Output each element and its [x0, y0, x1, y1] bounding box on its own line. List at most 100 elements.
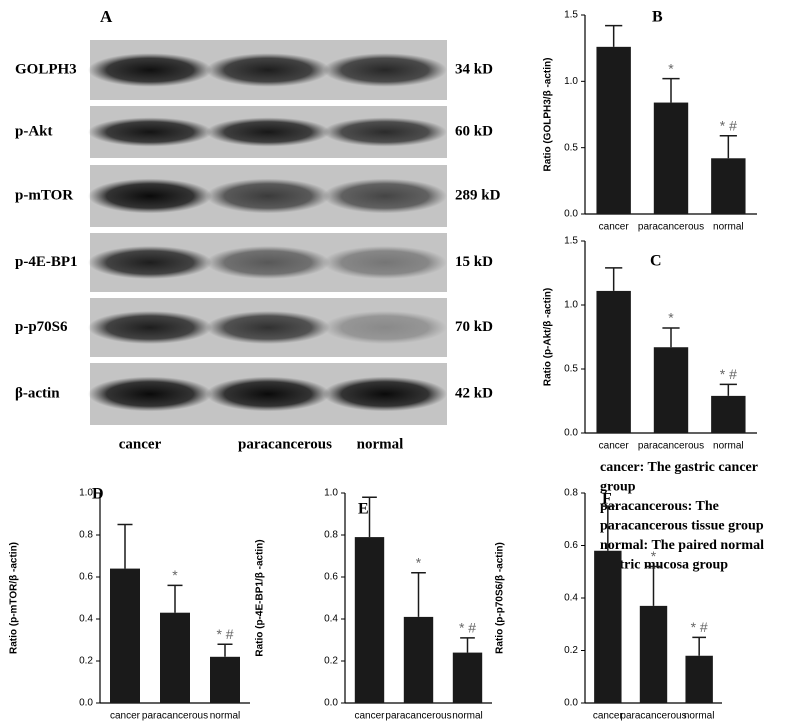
note: paracancerous: The	[600, 499, 719, 514]
error-bar	[662, 77, 680, 103]
protein-label: p-4E-BP1	[15, 254, 78, 270]
y-tick-label: 0.0	[564, 428, 578, 439]
y-tick-label: 0.0	[324, 698, 338, 709]
y-tick-label: 0.2	[564, 645, 578, 656]
size-label: 60 kD	[455, 123, 493, 139]
bar	[711, 395, 746, 433]
error-bar	[646, 565, 661, 606]
x-tick-label: cancer	[354, 711, 385, 722]
x-tick-label: normal	[452, 711, 483, 722]
panel-title: A	[100, 7, 113, 26]
bar	[594, 550, 622, 703]
bar	[110, 568, 140, 703]
bar	[403, 616, 434, 703]
size-label: 289 kD	[455, 187, 501, 203]
blot-band	[206, 117, 330, 147]
y-tick-label: 0.4	[79, 614, 93, 625]
y-axis-label: Ratio (p-p70S6/β -actin)	[495, 542, 506, 654]
blot-band	[88, 310, 212, 345]
blot-band	[88, 245, 212, 280]
y-axis-label: Ratio (p-mTOR/β -actin)	[9, 542, 20, 654]
blot-band	[323, 117, 447, 147]
y-tick-label: 0.0	[564, 698, 578, 709]
protein-label: p-mTOR	[15, 187, 73, 203]
y-tick-label: 0.6	[564, 540, 578, 551]
annotation: * #	[459, 620, 476, 636]
bar	[596, 46, 631, 215]
x-tick-label: paracancerous	[638, 441, 704, 452]
error-bar	[719, 134, 737, 159]
x-tick-label: paracancerous	[142, 711, 208, 722]
y-tick-label: 0.4	[324, 614, 338, 625]
y-tick-label: 0.0	[564, 209, 578, 220]
blot-band	[88, 53, 212, 87]
size-label: 42 kD	[455, 385, 493, 401]
blot-band	[206, 245, 330, 280]
x-tick-label: cancer	[599, 222, 630, 233]
error-bar	[411, 572, 426, 617]
error-bar	[719, 383, 737, 396]
annotation: *	[172, 567, 178, 583]
error-bar	[605, 24, 623, 47]
error-bar	[362, 496, 377, 538]
bar	[653, 102, 689, 214]
y-tick-label: 0.8	[564, 488, 578, 499]
note: gastric mucosa group	[600, 558, 728, 573]
x-tick-label: normal	[684, 711, 715, 722]
y-tick-label: 0.2	[79, 656, 93, 667]
size-label: 70 kD	[455, 319, 493, 335]
error-bar	[167, 584, 183, 613]
lane-label: normal	[357, 436, 404, 452]
y-tick-label: 0.6	[324, 572, 338, 583]
annotation: *	[651, 548, 657, 564]
error-bar	[460, 637, 475, 653]
y-tick-label: 0.5	[564, 364, 578, 375]
size-label: 15 kD	[455, 254, 493, 270]
size-label: 34 kD	[455, 61, 493, 77]
chart-title: F	[602, 491, 612, 508]
error-bar	[217, 643, 233, 657]
y-tick-label: 1.5	[564, 10, 578, 21]
annotation: *	[668, 60, 674, 76]
y-tick-label: 1.0	[79, 488, 93, 499]
bar	[711, 158, 746, 214]
protein-label: β-actin	[15, 385, 60, 401]
blot-band	[323, 245, 447, 280]
chart-title: E	[358, 501, 369, 518]
protein-label: p-Akt	[15, 123, 53, 139]
blot-band	[88, 117, 212, 147]
blot-band	[88, 376, 212, 412]
error-bar	[662, 327, 680, 348]
blot-band	[323, 310, 447, 345]
note: normal: The paired normal	[600, 538, 764, 553]
y-tick-label: 1.5	[564, 236, 578, 247]
annotation: * #	[691, 619, 708, 635]
blot-band	[206, 376, 330, 412]
x-tick-label: cancer	[599, 441, 630, 452]
chart-title: B	[652, 9, 663, 26]
y-axis-label: Ratio (p-Akt/β -actin)	[543, 288, 554, 386]
blot-band	[206, 53, 330, 87]
blot-band	[88, 178, 212, 214]
x-tick-label: cancer	[110, 711, 141, 722]
y-tick-label: 0.8	[79, 530, 93, 541]
blot-band	[323, 376, 447, 412]
lane-label: paracancerous	[238, 436, 332, 452]
y-tick-label: 0.4	[564, 593, 578, 604]
blot-band	[323, 178, 447, 214]
y-tick-label: 1.0	[324, 488, 338, 499]
bar	[596, 290, 631, 433]
y-tick-label: 0.6	[79, 572, 93, 583]
x-tick-label: normal	[210, 711, 241, 722]
blot-band	[206, 178, 330, 214]
note: cancer: The gastric cancer	[600, 460, 758, 475]
blot-band	[206, 310, 330, 345]
y-tick-label: 1.0	[564, 300, 578, 311]
bar	[210, 656, 240, 703]
y-tick-label: 0.8	[324, 530, 338, 541]
x-tick-label: cancer	[593, 711, 624, 722]
error-bar	[605, 267, 623, 291]
chart-title: C	[650, 253, 662, 270]
x-tick-label: paracancerous	[620, 711, 686, 722]
chart-title: D	[92, 486, 104, 503]
